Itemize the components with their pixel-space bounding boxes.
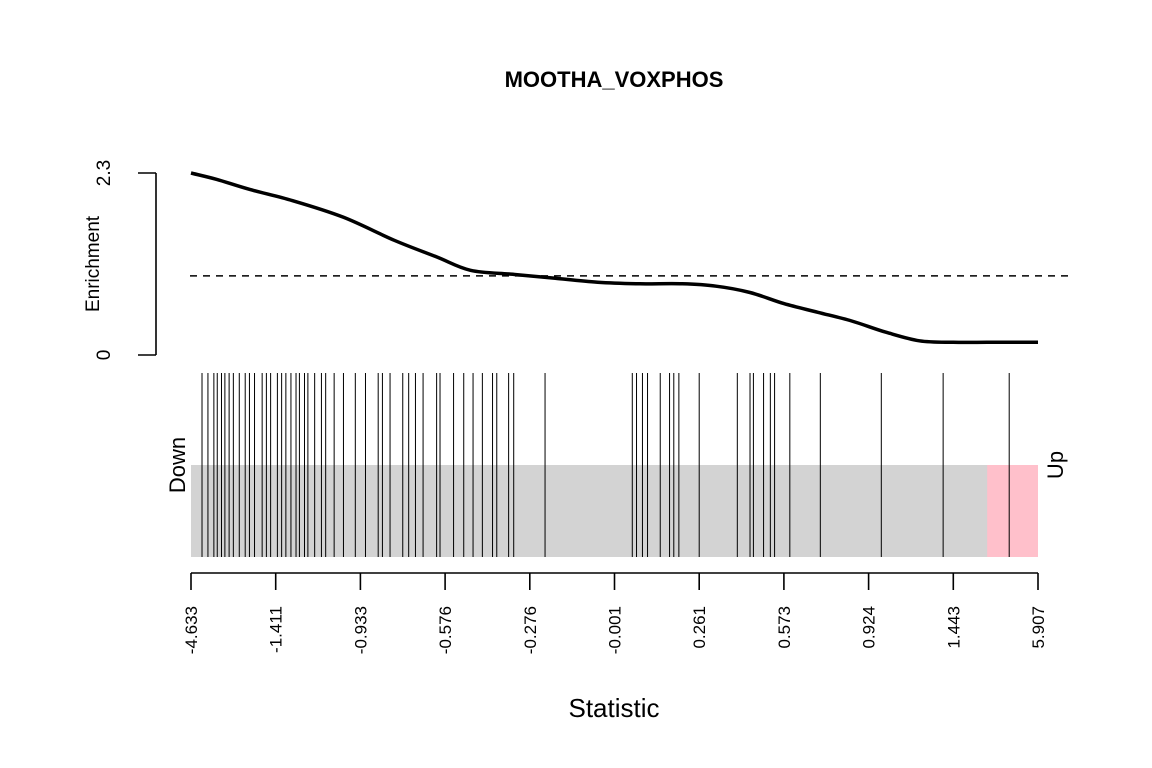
y-tick-label-top: 2.3 xyxy=(94,160,115,186)
y-axis-label: Enrichment xyxy=(83,215,104,312)
x-tick-label: -0.933 xyxy=(351,606,370,654)
barcode-panel: Down Up xyxy=(165,373,1068,557)
x-axis-label: Statistic xyxy=(568,693,659,723)
y-tick-label-bottom: 0 xyxy=(94,350,115,361)
x-axis: -4.633 -1.411 -0.933 -0.576 -0.276 -0.001 0.26… xyxy=(182,572,1048,723)
up-label: Up xyxy=(1043,451,1068,479)
middle-region-band xyxy=(191,465,1038,557)
enrichment-panel: 2.3 0 Enrichment xyxy=(83,160,1072,361)
enrichment-curve xyxy=(190,171,1038,345)
gene-lines xyxy=(201,373,1010,557)
up-region-band xyxy=(987,465,1038,557)
x-tick-label: 0.573 xyxy=(775,606,794,649)
x-tick-label: -4.633 xyxy=(182,606,201,654)
x-tick-label: -0.001 xyxy=(606,606,625,654)
chart-title: MOOTHA_VOXPHOS xyxy=(505,67,724,92)
x-tick-label: -0.276 xyxy=(521,606,540,654)
x-tick-label: -1.411 xyxy=(267,606,286,653)
down-label: Down xyxy=(165,437,190,493)
x-tick-label: 1.443 xyxy=(944,606,963,649)
x-tick-label: 0.924 xyxy=(860,606,879,649)
x-tick-label: 0.261 xyxy=(690,606,709,649)
x-tick-label: 5.907 xyxy=(1029,606,1048,649)
x-tick-label: -0.576 xyxy=(436,606,455,654)
x-ticks: -4.633 -1.411 -0.933 -0.576 -0.276 -0.001 0.26… xyxy=(182,573,1048,654)
